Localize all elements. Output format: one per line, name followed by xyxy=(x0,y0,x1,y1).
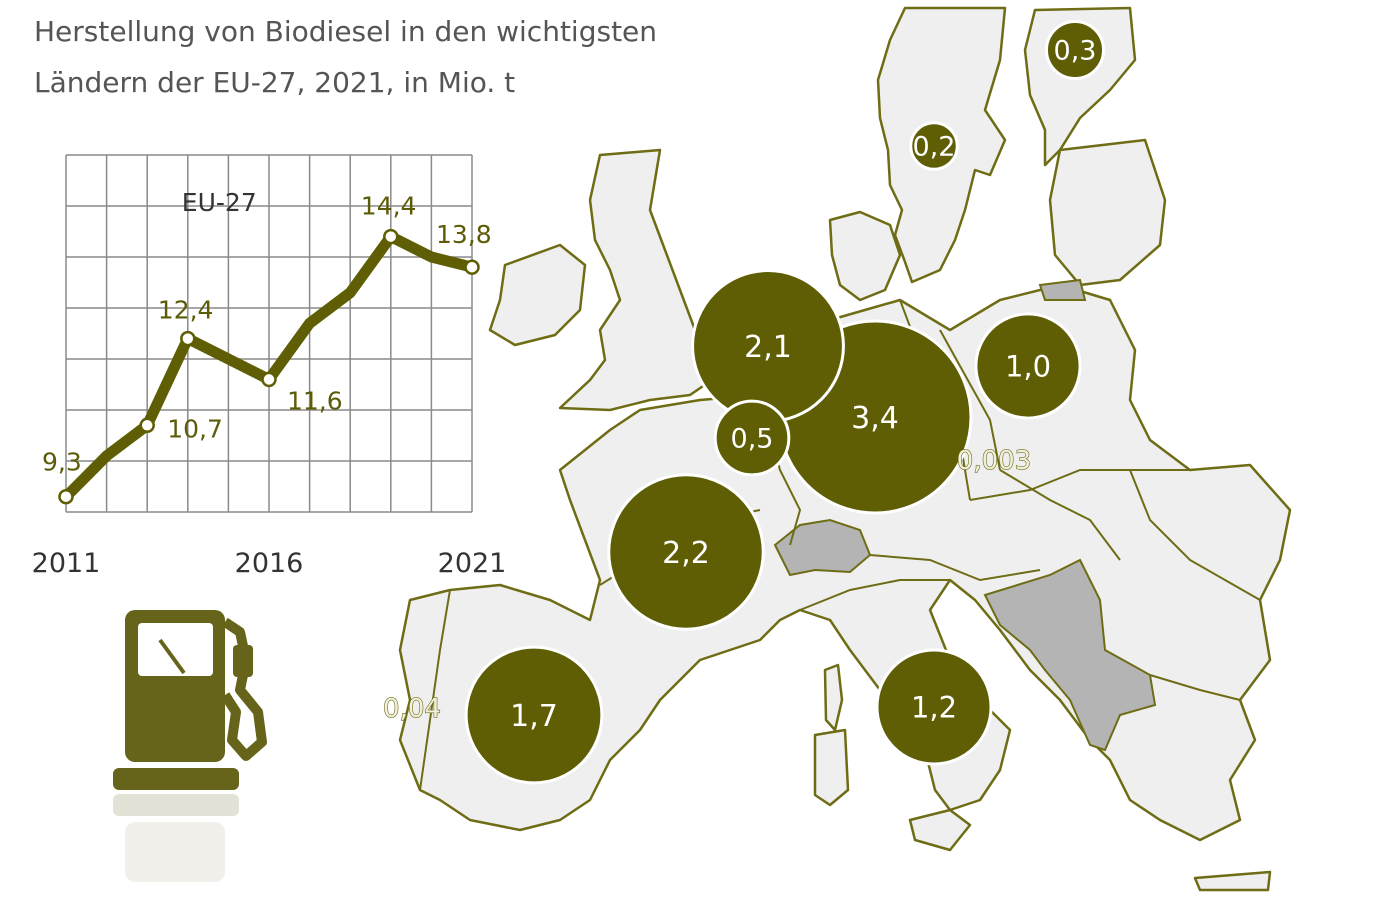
series-label: EU-27 xyxy=(182,188,257,217)
land-ireland xyxy=(488,243,587,347)
land-sicily xyxy=(908,808,972,852)
bubble-frankreich xyxy=(607,473,765,631)
data-point xyxy=(383,228,399,245)
land-kaliningrad xyxy=(1038,278,1087,301)
bubble-label: 2,1 xyxy=(744,330,792,365)
bubble-layer: 3,4 2,2 2,1 1,7 1,2 1,0 0,5 0,3 0,2 0,04 0,003 xyxy=(382,19,1106,785)
bubble-label: 0,3 xyxy=(1054,36,1097,67)
x-tick-label: 2011 xyxy=(32,548,101,579)
bubble-label: 0,5 xyxy=(731,424,774,455)
bubble-label: 3,4 xyxy=(851,401,899,436)
data-label: 10,7 xyxy=(167,414,223,443)
data-point xyxy=(464,259,480,275)
data-label: 9,3 xyxy=(42,448,82,477)
data-label: 14,4 xyxy=(361,192,417,221)
land-sardinia xyxy=(813,728,850,807)
land-western-balkans xyxy=(983,558,1157,752)
land-corsica xyxy=(823,663,844,732)
data-labels: 9,3 10,7 12,4 11,6 14,4 13,8 xyxy=(42,192,492,477)
land-baltics xyxy=(1048,138,1167,287)
x-tick-labels: 2011 2016 2021 xyxy=(32,548,507,579)
bubble-label: 2,2 xyxy=(662,536,710,571)
bubble-italien xyxy=(875,648,993,766)
data-label: 13,8 xyxy=(436,220,492,249)
grid-lines xyxy=(65,154,473,513)
data-point xyxy=(139,417,155,434)
bubble-label: 1,2 xyxy=(911,690,957,724)
data-point xyxy=(180,330,196,347)
data-label: 11,6 xyxy=(287,386,343,415)
value-label-portugal: 0,04 xyxy=(383,694,441,724)
land-norway-denmark xyxy=(828,210,902,302)
bubble-polen xyxy=(974,312,1082,420)
bubble-schweden xyxy=(909,121,959,171)
data-point xyxy=(58,488,74,505)
land-crete xyxy=(1193,870,1272,892)
value-label-tschechien: 0,003 xyxy=(957,446,1031,476)
data-points xyxy=(58,228,480,505)
data-label: 12,4 xyxy=(158,296,214,325)
map-non-eu xyxy=(773,278,1157,752)
bubble-spanien xyxy=(464,645,604,785)
bubble-belgien xyxy=(713,399,791,477)
bubble-finnland xyxy=(1044,19,1106,81)
bubble-label: 1,7 xyxy=(510,699,558,734)
land-great-britain xyxy=(558,148,714,412)
x-tick-label: 2016 xyxy=(235,548,304,579)
x-tick-label: 2021 xyxy=(438,548,507,579)
bubble-label: 1,0 xyxy=(1005,349,1051,383)
data-point xyxy=(261,371,277,388)
bubble-label: 0,2 xyxy=(913,132,956,163)
chart-title: Herstellung von Biodiesel in den wichtig… xyxy=(34,15,658,99)
